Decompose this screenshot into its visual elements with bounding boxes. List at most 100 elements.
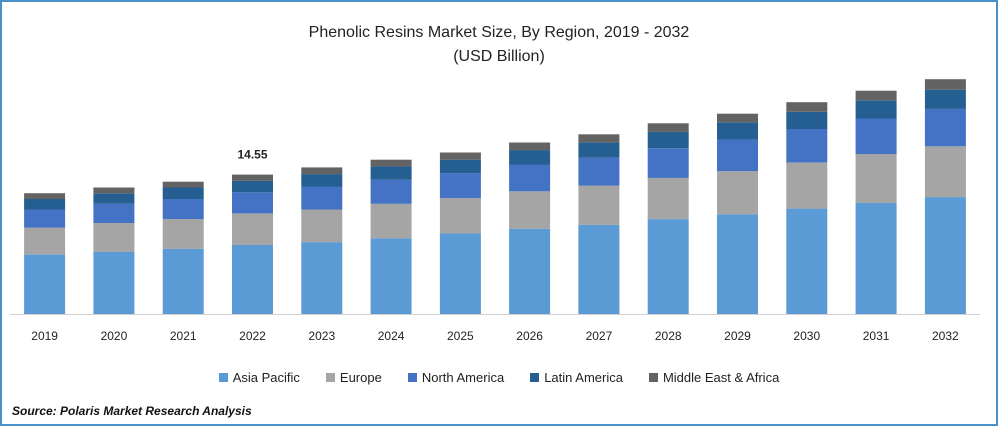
- legend-item: North America: [407, 370, 505, 385]
- bar-segment-2022-3: [232, 180, 273, 193]
- bar-segment-2027-1: [578, 185, 620, 225]
- bar-segment-2025-3: [439, 159, 481, 174]
- bar-segment-2029-2: [717, 139, 758, 172]
- legend-item: Europe: [325, 370, 382, 385]
- bar-segment-2029-4: [717, 113, 758, 123]
- bar-segment-2019-4: [24, 193, 66, 199]
- bar-segment-2031-0: [855, 202, 897, 314]
- bar-segment-2022-1: [232, 213, 273, 245]
- x-tick-label-2026: 2026: [516, 329, 543, 343]
- bar-segment-2023-4: [301, 167, 343, 175]
- bar-segment-2024-1: [370, 203, 412, 239]
- legend-label: Europe: [339, 370, 382, 385]
- bar-segment-2025-4: [439, 152, 481, 160]
- x-tick-label-2019: 2019: [31, 329, 58, 343]
- bar-segment-2021-0: [162, 248, 204, 314]
- x-tick-label-2027: 2027: [586, 329, 613, 343]
- x-tick-label-2032: 2032: [932, 329, 959, 343]
- bar-segment-2029-1: [717, 171, 758, 215]
- bar-segment-2022-4: [232, 174, 273, 181]
- bar-segment-2026-3: [509, 150, 551, 165]
- legend-swatch: [325, 373, 335, 382]
- bar-segment-2031-4: [855, 90, 897, 101]
- bar-segment-2021-4: [162, 181, 204, 188]
- bar-segment-2019-3: [24, 199, 66, 210]
- bar-segment-2026-2: [509, 164, 551, 192]
- bar-segment-2022-0: [232, 245, 273, 314]
- bar-segment-2028-1: [647, 177, 689, 220]
- legend-label: Asia Pacific: [232, 370, 300, 385]
- legend-item: Latin America: [530, 370, 623, 385]
- source-note: Source: Polaris Market Research Analysis: [12, 404, 252, 418]
- bar-segment-2020-3: [93, 193, 135, 204]
- bar-segment-2028-2: [647, 148, 689, 178]
- bar-segment-2027-2: [578, 157, 620, 186]
- bar-segment-2024-3: [370, 166, 412, 180]
- bar-segment-2021-3: [162, 187, 204, 199]
- bar-segment-2031-2: [855, 118, 897, 154]
- bar-segment-2020-0: [93, 251, 135, 314]
- legend-label: North America: [421, 370, 505, 385]
- bar-segment-2020-4: [93, 187, 135, 194]
- bar-segment-2030-1: [786, 162, 828, 209]
- bar-segment-2027-4: [578, 134, 620, 143]
- x-tick-label-2024: 2024: [378, 329, 405, 343]
- bar-segment-2024-0: [370, 238, 412, 314]
- legend-swatch: [218, 373, 228, 382]
- bar-segment-2030-2: [786, 129, 828, 163]
- chart-legend: Asia Pacific Europe North America Latin Ame…: [2, 370, 996, 385]
- bar-segment-2028-4: [647, 123, 689, 132]
- bar-segment-2026-4: [509, 142, 551, 151]
- bar-segment-2019-0: [24, 254, 66, 314]
- bar-segment-2028-0: [647, 219, 689, 314]
- bar-segment-2019-2: [24, 209, 66, 228]
- bar-segment-2027-3: [578, 142, 620, 158]
- bar-segment-2023-1: [301, 209, 343, 243]
- chart-subtitle: (USD Billion): [453, 48, 545, 65]
- bar-segment-2028-3: [647, 131, 689, 149]
- bar-segment-2026-1: [509, 191, 551, 229]
- bar-segment-2030-0: [786, 208, 828, 314]
- bar-segment-2019-1: [24, 227, 66, 255]
- bar-segment-2021-2: [162, 199, 204, 220]
- chart-title: Phenolic Resins Market Size, By Region, …: [308, 24, 690, 41]
- bar-segment-2023-0: [301, 242, 343, 314]
- bar-segment-2031-1: [855, 154, 897, 203]
- x-tick-label-2021: 2021: [170, 329, 197, 343]
- legend-label: Latin America: [544, 370, 623, 385]
- bar-segment-2021-1: [162, 219, 204, 249]
- legend-label: Middle East & Africa: [662, 370, 780, 385]
- bar-segment-2029-3: [717, 122, 758, 140]
- bar-segment-2032-2: [924, 108, 966, 147]
- bar-segment-2032-3: [924, 89, 966, 109]
- bar-segment-2032-1: [924, 146, 966, 198]
- bar-segment-2026-0: [509, 228, 551, 314]
- x-tick-label-2025: 2025: [447, 329, 474, 343]
- bar-segment-2024-4: [370, 159, 412, 167]
- bar-segment-2030-4: [786, 102, 828, 112]
- bar-segment-2025-2: [439, 173, 481, 198]
- data-label-2022: 14.55: [237, 148, 267, 162]
- x-tick-label-2020: 2020: [101, 329, 128, 343]
- bar-segment-2030-3: [786, 111, 828, 130]
- legend-swatch: [530, 373, 540, 382]
- x-tick-label-2030: 2030: [793, 329, 820, 343]
- legend-swatch: [407, 373, 417, 382]
- bar-segment-2032-4: [924, 79, 966, 90]
- bar-segment-2020-1: [93, 223, 135, 252]
- bar-segment-2027-0: [578, 224, 620, 314]
- bar-segment-2032-0: [924, 197, 966, 314]
- x-tick-label-2031: 2031: [863, 329, 890, 343]
- bar-segment-2022-2: [232, 192, 273, 214]
- bar-segment-2029-0: [717, 214, 758, 314]
- x-tick-label-2022: 2022: [239, 329, 266, 343]
- bar-segment-2023-2: [301, 186, 343, 210]
- legend-item: Middle East & Africa: [648, 370, 780, 385]
- bar-segment-2023-3: [301, 174, 343, 187]
- bar-segment-2024-2: [370, 179, 412, 204]
- bar-segment-2020-2: [93, 203, 135, 223]
- bar-segment-2031-3: [855, 100, 897, 119]
- legend-swatch: [648, 373, 658, 382]
